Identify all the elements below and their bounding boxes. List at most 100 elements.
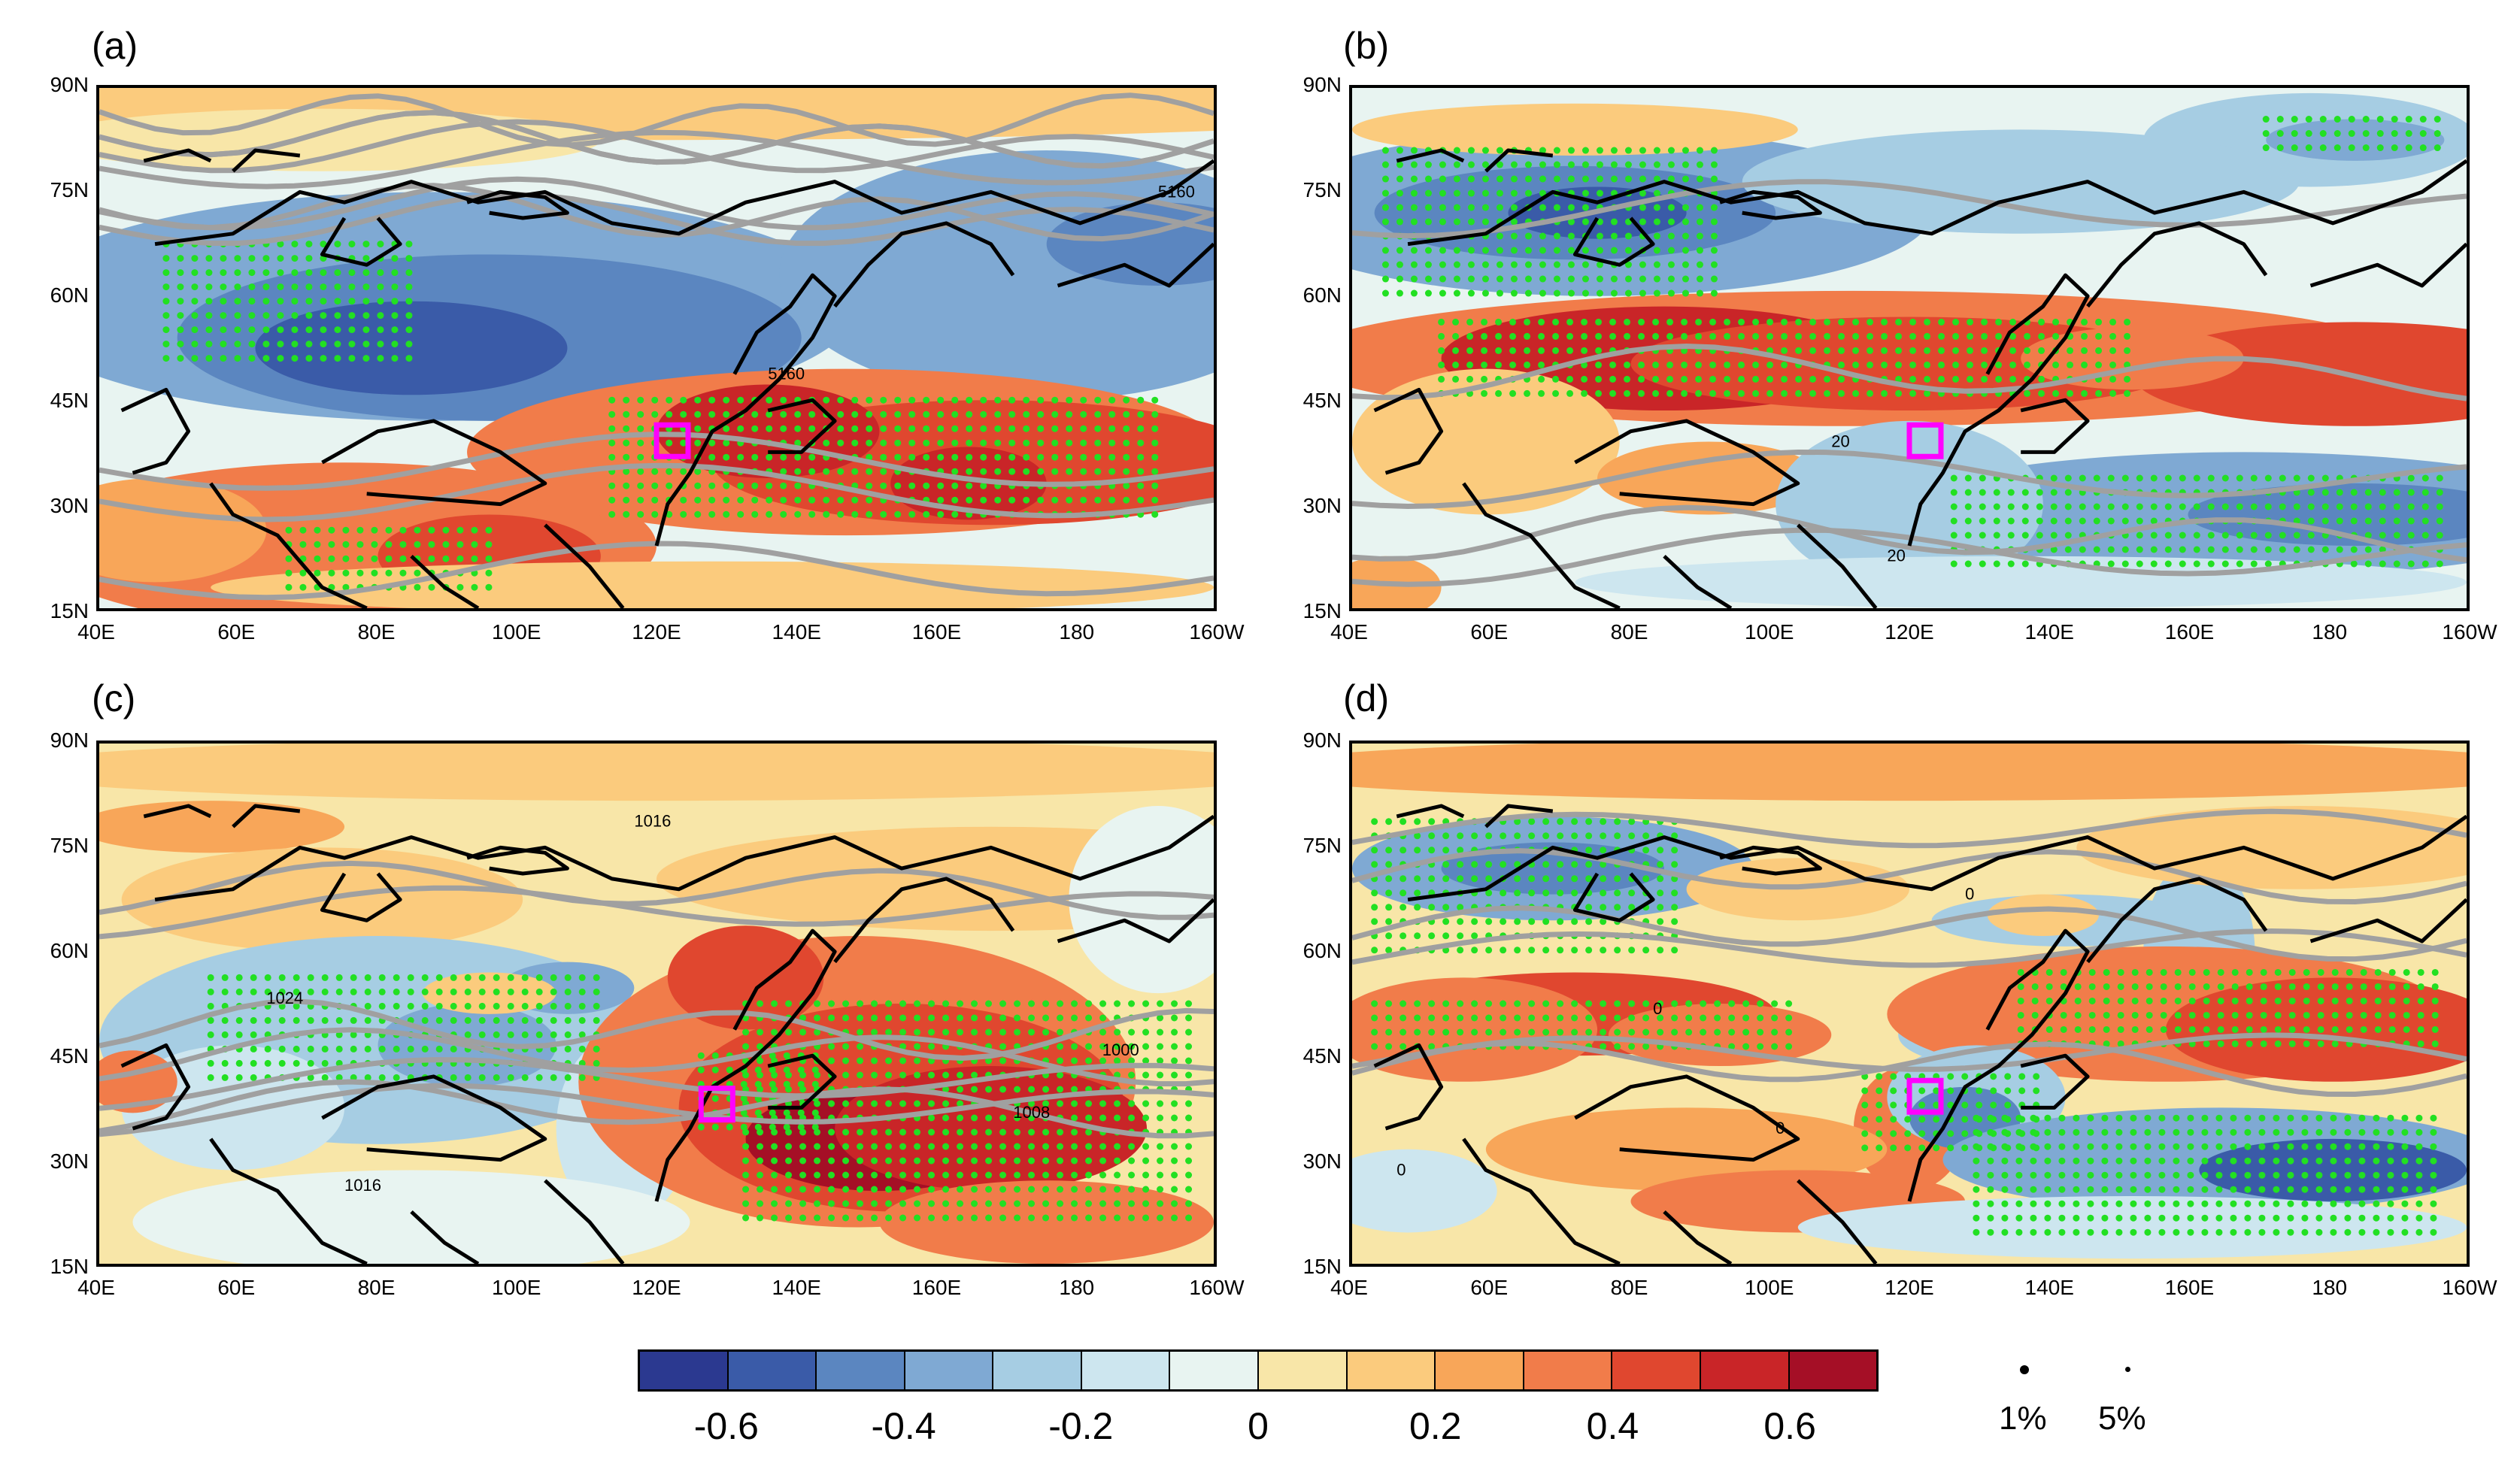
significance-stipple — [1399, 1014, 1407, 1022]
significance-stipple — [1571, 832, 1578, 840]
significance-stipple — [493, 1031, 500, 1038]
significance-stipple — [442, 526, 450, 534]
significance-stipple — [1657, 904, 1664, 911]
significance-stipple — [1542, 861, 1550, 868]
significance-stipple — [2144, 1143, 2152, 1150]
significance-stipple — [1666, 389, 1674, 397]
significance-stipple — [2373, 1228, 2380, 1236]
map-panel: 20 20 — [1349, 85, 2470, 611]
coastline — [544, 1179, 625, 1264]
coastline — [1574, 1074, 1800, 1162]
significance-stipple — [1185, 1186, 1193, 1193]
significance-stipple — [278, 1045, 286, 1053]
significance-stipple — [2303, 1025, 2310, 1033]
significance-stipple — [1151, 468, 1159, 475]
significance-stipple — [1742, 1014, 1750, 1022]
colorbar-tick-label: 0.6 — [1763, 1405, 1816, 1447]
significance-stipple — [1057, 1128, 1064, 1136]
significance-stipple — [205, 355, 213, 362]
significance-stipple — [2336, 546, 2343, 553]
significance-stipple — [2373, 1114, 2380, 1122]
significance-stipple — [1852, 347, 1860, 354]
significance-stipple — [1123, 396, 1130, 404]
significance-stipple — [1695, 389, 1703, 397]
significance-stipple — [2203, 1025, 2210, 1033]
significance-stipple — [823, 510, 830, 518]
significance-stipple — [2030, 1114, 2037, 1122]
significance-stipple — [623, 410, 630, 418]
significance-stipple — [1581, 189, 1589, 197]
significance-stipple — [1157, 1057, 1164, 1065]
significance-stipple — [742, 1200, 750, 1207]
latitude-label: 75N — [50, 834, 89, 857]
significance-stipple — [757, 1214, 764, 1222]
significance-stipple — [2018, 1073, 2026, 1080]
coastline — [410, 554, 480, 608]
significance-stipple — [334, 341, 341, 348]
significance-stipple — [2174, 968, 2182, 976]
significance-stipple — [450, 1016, 457, 1024]
significance-stipple — [785, 1071, 793, 1079]
significance-stipple — [2307, 474, 2315, 482]
significance-stipple — [307, 1074, 314, 1081]
significance-stipple — [2007, 532, 2015, 539]
significance-stipple — [235, 1059, 243, 1067]
significance-stipple — [2115, 1114, 2123, 1122]
significance-stipple — [2417, 1025, 2424, 1033]
significance-stipple — [2107, 474, 2115, 482]
significance-stipple — [1642, 847, 1650, 854]
longitude-label: 160E — [2164, 1276, 2215, 1299]
coastline — [2020, 398, 2090, 454]
significance-stipple — [1014, 1157, 1021, 1165]
significance-stipple — [694, 496, 702, 504]
significance-stipple — [393, 974, 400, 981]
significance-stipple — [2321, 517, 2329, 525]
significance-stipple — [2336, 489, 2343, 496]
significance-stipple — [871, 1186, 878, 1193]
significance-stipple — [1918, 1101, 1926, 1109]
significance-stipple — [957, 1000, 964, 1007]
significance-stipple — [2393, 532, 2400, 539]
significance-stipple — [2287, 1214, 2294, 1222]
significance-stipple — [291, 326, 299, 334]
significance-stipple — [711, 1066, 719, 1074]
significance-stipple — [2331, 1040, 2339, 1047]
significance-stipple — [1710, 147, 1718, 154]
significance-stipple — [1466, 361, 1474, 368]
significance-stipple — [321, 1045, 329, 1053]
significance-stipple — [2117, 1011, 2124, 1019]
significance-stipple — [177, 298, 184, 305]
significance-stipple — [2215, 1228, 2223, 1236]
anomaly-region — [1352, 368, 1620, 515]
significance-stipple — [485, 526, 493, 534]
significance-stipple — [2221, 503, 2229, 510]
significance-stipple — [335, 1031, 343, 1038]
significance-stipple — [2087, 1214, 2094, 1222]
significance-stipple — [799, 1186, 807, 1193]
significance-stipple — [2421, 474, 2429, 482]
significance-stipple — [2258, 1114, 2266, 1122]
significance-stipple — [808, 425, 816, 432]
significance-stipple — [2350, 560, 2358, 568]
significance-stipple — [1414, 1014, 1421, 1022]
significance-stipple — [1553, 232, 1560, 240]
significance-stipple — [1538, 318, 1545, 326]
significance-stipple — [2401, 1214, 2409, 1222]
significance-stipple — [334, 298, 341, 305]
significance-stipple — [405, 269, 413, 277]
significance-stipple — [783, 1080, 790, 1088]
significance-stipple — [2015, 1143, 2023, 1150]
significance-stipple — [2015, 1228, 2023, 1236]
significance-stipple — [2434, 116, 2441, 123]
significance-stipple — [871, 1071, 878, 1079]
significance-stipple — [1414, 1000, 1421, 1007]
significance-stipple — [1057, 1171, 1064, 1179]
significance-stipple — [1014, 1028, 1021, 1036]
significance-stipple — [1696, 218, 1703, 226]
significance-stipple — [737, 482, 744, 489]
significance-stipple — [1371, 861, 1378, 868]
significance-stipple — [2264, 474, 2272, 482]
significance-stipple — [999, 1000, 1007, 1007]
colorbar-swatch — [905, 1352, 994, 1389]
significance-stipple — [1037, 396, 1045, 404]
